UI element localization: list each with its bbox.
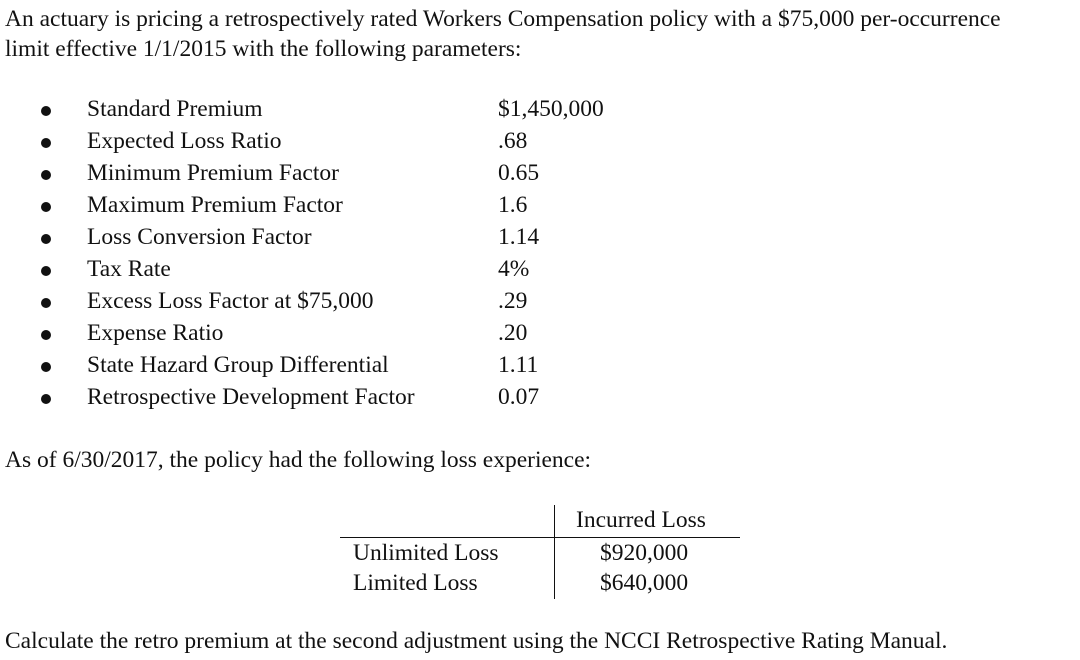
parameter-item: Maximum Premium Factor 1.6 bbox=[0, 192, 700, 224]
parameter-label: Tax Rate bbox=[87, 256, 171, 282]
parameter-label: Standard Premium bbox=[87, 96, 263, 122]
loss-experience-table: Incurred Loss Unlimited Loss $920,000 Li… bbox=[340, 505, 740, 600]
parameter-value: .20 bbox=[498, 320, 528, 346]
row-value-unlimited-loss: $920,000 bbox=[600, 540, 689, 566]
parameter-item: State Hazard Group Differential 1.11 bbox=[0, 352, 700, 384]
question-text: Calculate the retro premium at the secon… bbox=[5, 628, 948, 654]
parameter-item: Expense Ratio .20 bbox=[0, 320, 700, 352]
bullet-icon bbox=[41, 170, 51, 180]
bullet-icon bbox=[41, 298, 51, 308]
parameter-list: Standard Premium $1,450,000 Expected Los… bbox=[0, 96, 700, 416]
parameter-value: 0.65 bbox=[498, 160, 540, 186]
bullet-icon bbox=[41, 138, 51, 148]
parameter-item: Minimum Premium Factor 0.65 bbox=[0, 160, 700, 192]
loss-experience-intro: As of 6/30/2017, the policy had the foll… bbox=[5, 447, 592, 473]
row-label-unlimited-loss: Unlimited Loss bbox=[353, 540, 499, 566]
parameter-value: 1.11 bbox=[498, 352, 539, 378]
parameter-label: Loss Conversion Factor bbox=[87, 224, 312, 250]
parameter-item: Expected Loss Ratio .68 bbox=[0, 128, 700, 160]
intro-paragraph: An actuary is pricing a retrospectively … bbox=[5, 4, 1075, 64]
parameter-value: 1.6 bbox=[498, 192, 528, 218]
table-vertical-rule bbox=[554, 505, 555, 599]
parameter-item: Standard Premium $1,450,000 bbox=[0, 96, 700, 128]
intro-line-2: limit effective 1/1/2015 with the follow… bbox=[5, 36, 522, 62]
parameter-value: $1,450,000 bbox=[498, 96, 604, 122]
intro-line-1: An actuary is pricing a retrospectively … bbox=[5, 6, 1001, 32]
parameter-label: Expected Loss Ratio bbox=[87, 128, 282, 154]
bullet-icon bbox=[41, 266, 51, 276]
bullet-icon bbox=[41, 330, 51, 340]
bullet-icon bbox=[41, 394, 51, 404]
parameter-label: Maximum Premium Factor bbox=[87, 192, 343, 218]
parameter-item: Loss Conversion Factor 1.14 bbox=[0, 224, 700, 256]
parameter-label: Expense Ratio bbox=[87, 320, 224, 346]
parameter-value: .68 bbox=[498, 128, 528, 154]
parameter-label: Excess Loss Factor at $75,000 bbox=[87, 288, 374, 314]
parameter-value: 4% bbox=[498, 256, 530, 282]
bullet-icon bbox=[41, 202, 51, 212]
parameter-value: .29 bbox=[498, 288, 528, 314]
column-header-incurred-loss: Incurred Loss bbox=[576, 507, 706, 533]
parameter-label: State Hazard Group Differential bbox=[87, 352, 389, 378]
bullet-icon bbox=[41, 362, 51, 372]
parameter-item: Retrospective Development Factor 0.07 bbox=[0, 384, 700, 416]
bullet-icon bbox=[41, 106, 51, 116]
row-label-limited-loss: Limited Loss bbox=[353, 570, 478, 596]
row-value-limited-loss: $640,000 bbox=[600, 570, 689, 596]
parameter-label: Minimum Premium Factor bbox=[87, 160, 339, 186]
parameter-value: 0.07 bbox=[498, 384, 540, 410]
parameter-item: Tax Rate 4% bbox=[0, 256, 700, 288]
parameter-value: 1.14 bbox=[498, 224, 540, 250]
table-horizontal-rule bbox=[340, 537, 740, 538]
parameter-item: Excess Loss Factor at $75,000 .29 bbox=[0, 288, 700, 320]
parameter-label: Retrospective Development Factor bbox=[87, 384, 415, 410]
bullet-icon bbox=[41, 234, 51, 244]
